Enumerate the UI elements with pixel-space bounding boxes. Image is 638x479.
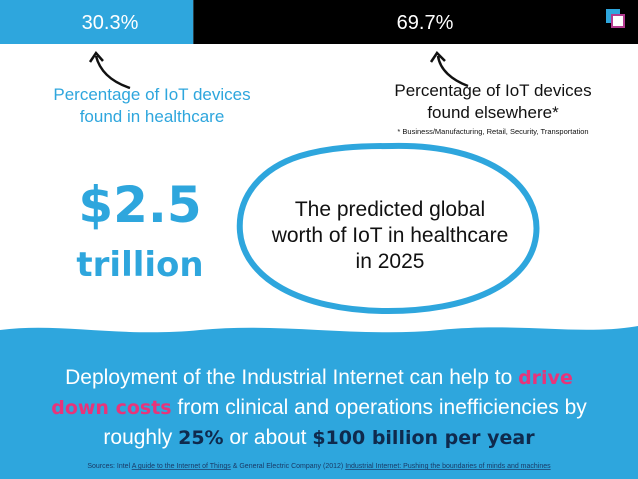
statement-segment: drive bbox=[518, 367, 573, 389]
bubble-line: in 2025 bbox=[356, 250, 425, 273]
statement-segment: down costs bbox=[51, 397, 171, 419]
speech-bubble bbox=[236, 142, 540, 315]
statement-line: down costs from clinical and operations … bbox=[51, 396, 587, 419]
statement-line: roughly 25% or about $100 billion per ye… bbox=[103, 426, 535, 449]
annotation-line: Percentage of IoT devices bbox=[394, 81, 591, 100]
bar-segment bbox=[193, 0, 638, 44]
bar-label: 69.7% bbox=[397, 12, 454, 34]
source-link[interactable]: A guide to the Internet of Things bbox=[132, 463, 232, 470]
bottom-band bbox=[0, 326, 638, 479]
annotation-line: Percentage of IoT devices bbox=[53, 85, 250, 104]
sources: Sources: Intel A guide to the Internet o… bbox=[87, 463, 551, 470]
annotations: Percentage of IoT devices found in health… bbox=[53, 81, 591, 136]
footnote: * Business/Manufacturing, Retail, Securi… bbox=[397, 127, 588, 136]
source-text: Sources: Intel bbox=[87, 463, 131, 470]
source-text: & General Electric Company (2012) bbox=[231, 463, 345, 470]
statement-segment: roughly bbox=[103, 426, 178, 449]
statement-segment: $100 billion per year bbox=[312, 427, 535, 449]
bar-segment bbox=[0, 0, 194, 44]
arrow bbox=[429, 51, 469, 88]
bubble-line: worth of IoT in healthcare bbox=[271, 224, 509, 247]
share-bar: 30.3% 69.7% bbox=[0, 0, 638, 44]
highlight-unit: trillion bbox=[76, 245, 203, 285]
highlight-amount: $2.5 bbox=[78, 176, 201, 234]
annotation-line: found elsewhere* bbox=[427, 103, 559, 122]
statement-line: Deployment of the Industrial Internet ca… bbox=[65, 366, 573, 389]
bar-label: 30.3% bbox=[82, 12, 139, 34]
bubble-text: The predicted global worth of IoT in heal… bbox=[271, 198, 509, 273]
annotation-line: found in healthcare bbox=[80, 107, 225, 126]
statement-segment: from clinical and operations inefficienc… bbox=[172, 396, 588, 419]
arrow bbox=[88, 50, 131, 90]
statement-segment: Deployment of the Industrial Internet ca… bbox=[65, 366, 518, 389]
statement: Deployment of the Industrial Internet ca… bbox=[51, 366, 587, 449]
bubble-line: The predicted global bbox=[295, 198, 485, 221]
slide-icon bbox=[606, 9, 625, 28]
statement-segment: or about bbox=[224, 426, 313, 449]
statement-segment: 25% bbox=[178, 427, 223, 449]
source-link[interactable]: Industrial Internet: Pushing the boundar… bbox=[345, 463, 551, 470]
